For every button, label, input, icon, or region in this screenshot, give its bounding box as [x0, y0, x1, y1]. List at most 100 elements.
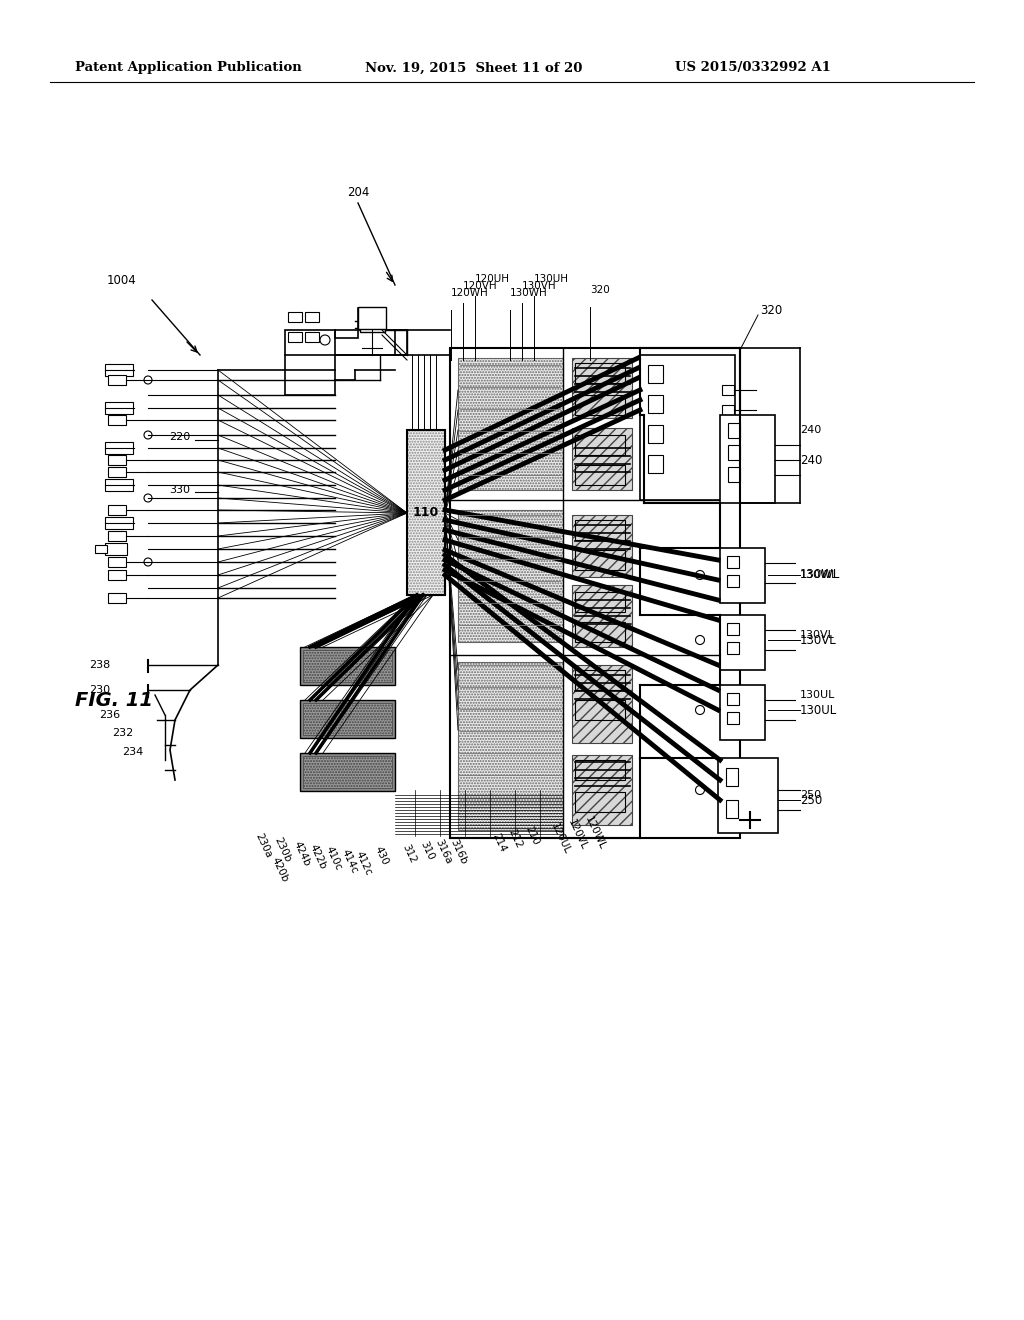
Bar: [108, 557, 126, 568]
Text: 130UH: 130UH: [534, 275, 569, 284]
Text: 238: 238: [89, 660, 110, 671]
Bar: [305, 312, 319, 322]
Bar: [727, 642, 739, 653]
Text: 250: 250: [800, 789, 821, 800]
Bar: [720, 548, 765, 603]
Bar: [305, 333, 319, 342]
Bar: [720, 414, 775, 503]
Bar: [572, 755, 632, 825]
Circle shape: [750, 569, 762, 581]
Text: 120UH: 120UH: [475, 275, 510, 284]
Circle shape: [695, 635, 705, 644]
Circle shape: [144, 494, 152, 502]
Bar: [105, 364, 133, 376]
Text: 230b: 230b: [272, 836, 292, 865]
Text: 210: 210: [523, 825, 541, 847]
Bar: [720, 615, 765, 671]
Text: 240: 240: [800, 454, 822, 466]
Bar: [572, 428, 632, 490]
Bar: [358, 308, 386, 329]
Circle shape: [695, 705, 705, 714]
Bar: [105, 403, 133, 414]
Text: 412c: 412c: [354, 850, 374, 878]
Bar: [727, 576, 739, 587]
Text: 120UL: 120UL: [549, 822, 572, 857]
Bar: [575, 520, 625, 540]
Text: 120WL: 120WL: [583, 814, 607, 851]
Bar: [640, 355, 735, 500]
Text: 316b: 316b: [449, 838, 468, 866]
Text: 240: 240: [800, 425, 821, 436]
Circle shape: [750, 706, 762, 718]
Text: 316a: 316a: [433, 838, 454, 866]
Bar: [407, 430, 445, 595]
Text: 220: 220: [169, 432, 190, 442]
Text: 320: 320: [590, 285, 609, 294]
Text: 120VH: 120VH: [463, 281, 498, 290]
Bar: [458, 663, 563, 830]
Circle shape: [144, 376, 152, 384]
Bar: [108, 506, 126, 515]
Bar: [458, 358, 563, 490]
Bar: [108, 414, 126, 425]
Bar: [720, 685, 765, 741]
Bar: [572, 515, 632, 577]
Text: 420b: 420b: [270, 855, 290, 884]
Bar: [648, 366, 663, 383]
Bar: [95, 545, 106, 553]
Text: 130VL: 130VL: [800, 634, 837, 647]
Text: 410c: 410c: [324, 845, 344, 873]
Bar: [727, 623, 739, 635]
Circle shape: [695, 570, 705, 579]
Text: 130UL: 130UL: [800, 704, 838, 717]
Text: 230: 230: [89, 685, 110, 696]
Text: 130WL: 130WL: [800, 570, 839, 579]
Bar: [450, 348, 740, 838]
Circle shape: [319, 335, 330, 345]
Circle shape: [144, 432, 152, 440]
Bar: [105, 442, 133, 454]
Polygon shape: [755, 482, 770, 496]
Circle shape: [695, 785, 705, 795]
Bar: [288, 312, 302, 322]
Circle shape: [144, 558, 152, 566]
Bar: [575, 395, 625, 414]
Text: 214: 214: [490, 832, 508, 854]
Bar: [303, 704, 392, 735]
Bar: [727, 693, 739, 705]
Text: 130UL: 130UL: [800, 690, 836, 700]
Bar: [572, 585, 632, 647]
Bar: [722, 425, 734, 436]
Bar: [572, 665, 632, 743]
Bar: [458, 510, 563, 642]
Bar: [722, 405, 734, 414]
Bar: [575, 465, 625, 484]
Bar: [108, 593, 126, 603]
Bar: [300, 752, 395, 791]
Text: 424b: 424b: [292, 840, 312, 869]
Bar: [575, 792, 625, 812]
Text: 230a: 230a: [253, 832, 273, 859]
Text: Patent Application Publication: Patent Application Publication: [75, 62, 302, 74]
Text: 1004: 1004: [108, 273, 137, 286]
Bar: [360, 310, 385, 333]
Circle shape: [702, 407, 718, 422]
Text: 312: 312: [400, 843, 418, 865]
Bar: [575, 436, 625, 455]
Bar: [108, 531, 126, 541]
Bar: [726, 800, 738, 818]
Bar: [300, 700, 395, 738]
Text: 430: 430: [373, 845, 390, 867]
Bar: [108, 455, 126, 465]
Bar: [575, 550, 625, 570]
Bar: [727, 711, 739, 723]
Text: US 2015/0332992 A1: US 2015/0332992 A1: [675, 62, 830, 74]
Bar: [108, 570, 126, 579]
Bar: [303, 649, 392, 682]
Bar: [722, 385, 734, 395]
Text: 236: 236: [99, 710, 120, 719]
Bar: [728, 445, 740, 459]
Text: 204: 204: [347, 186, 370, 198]
Bar: [407, 430, 445, 595]
Bar: [105, 543, 127, 554]
